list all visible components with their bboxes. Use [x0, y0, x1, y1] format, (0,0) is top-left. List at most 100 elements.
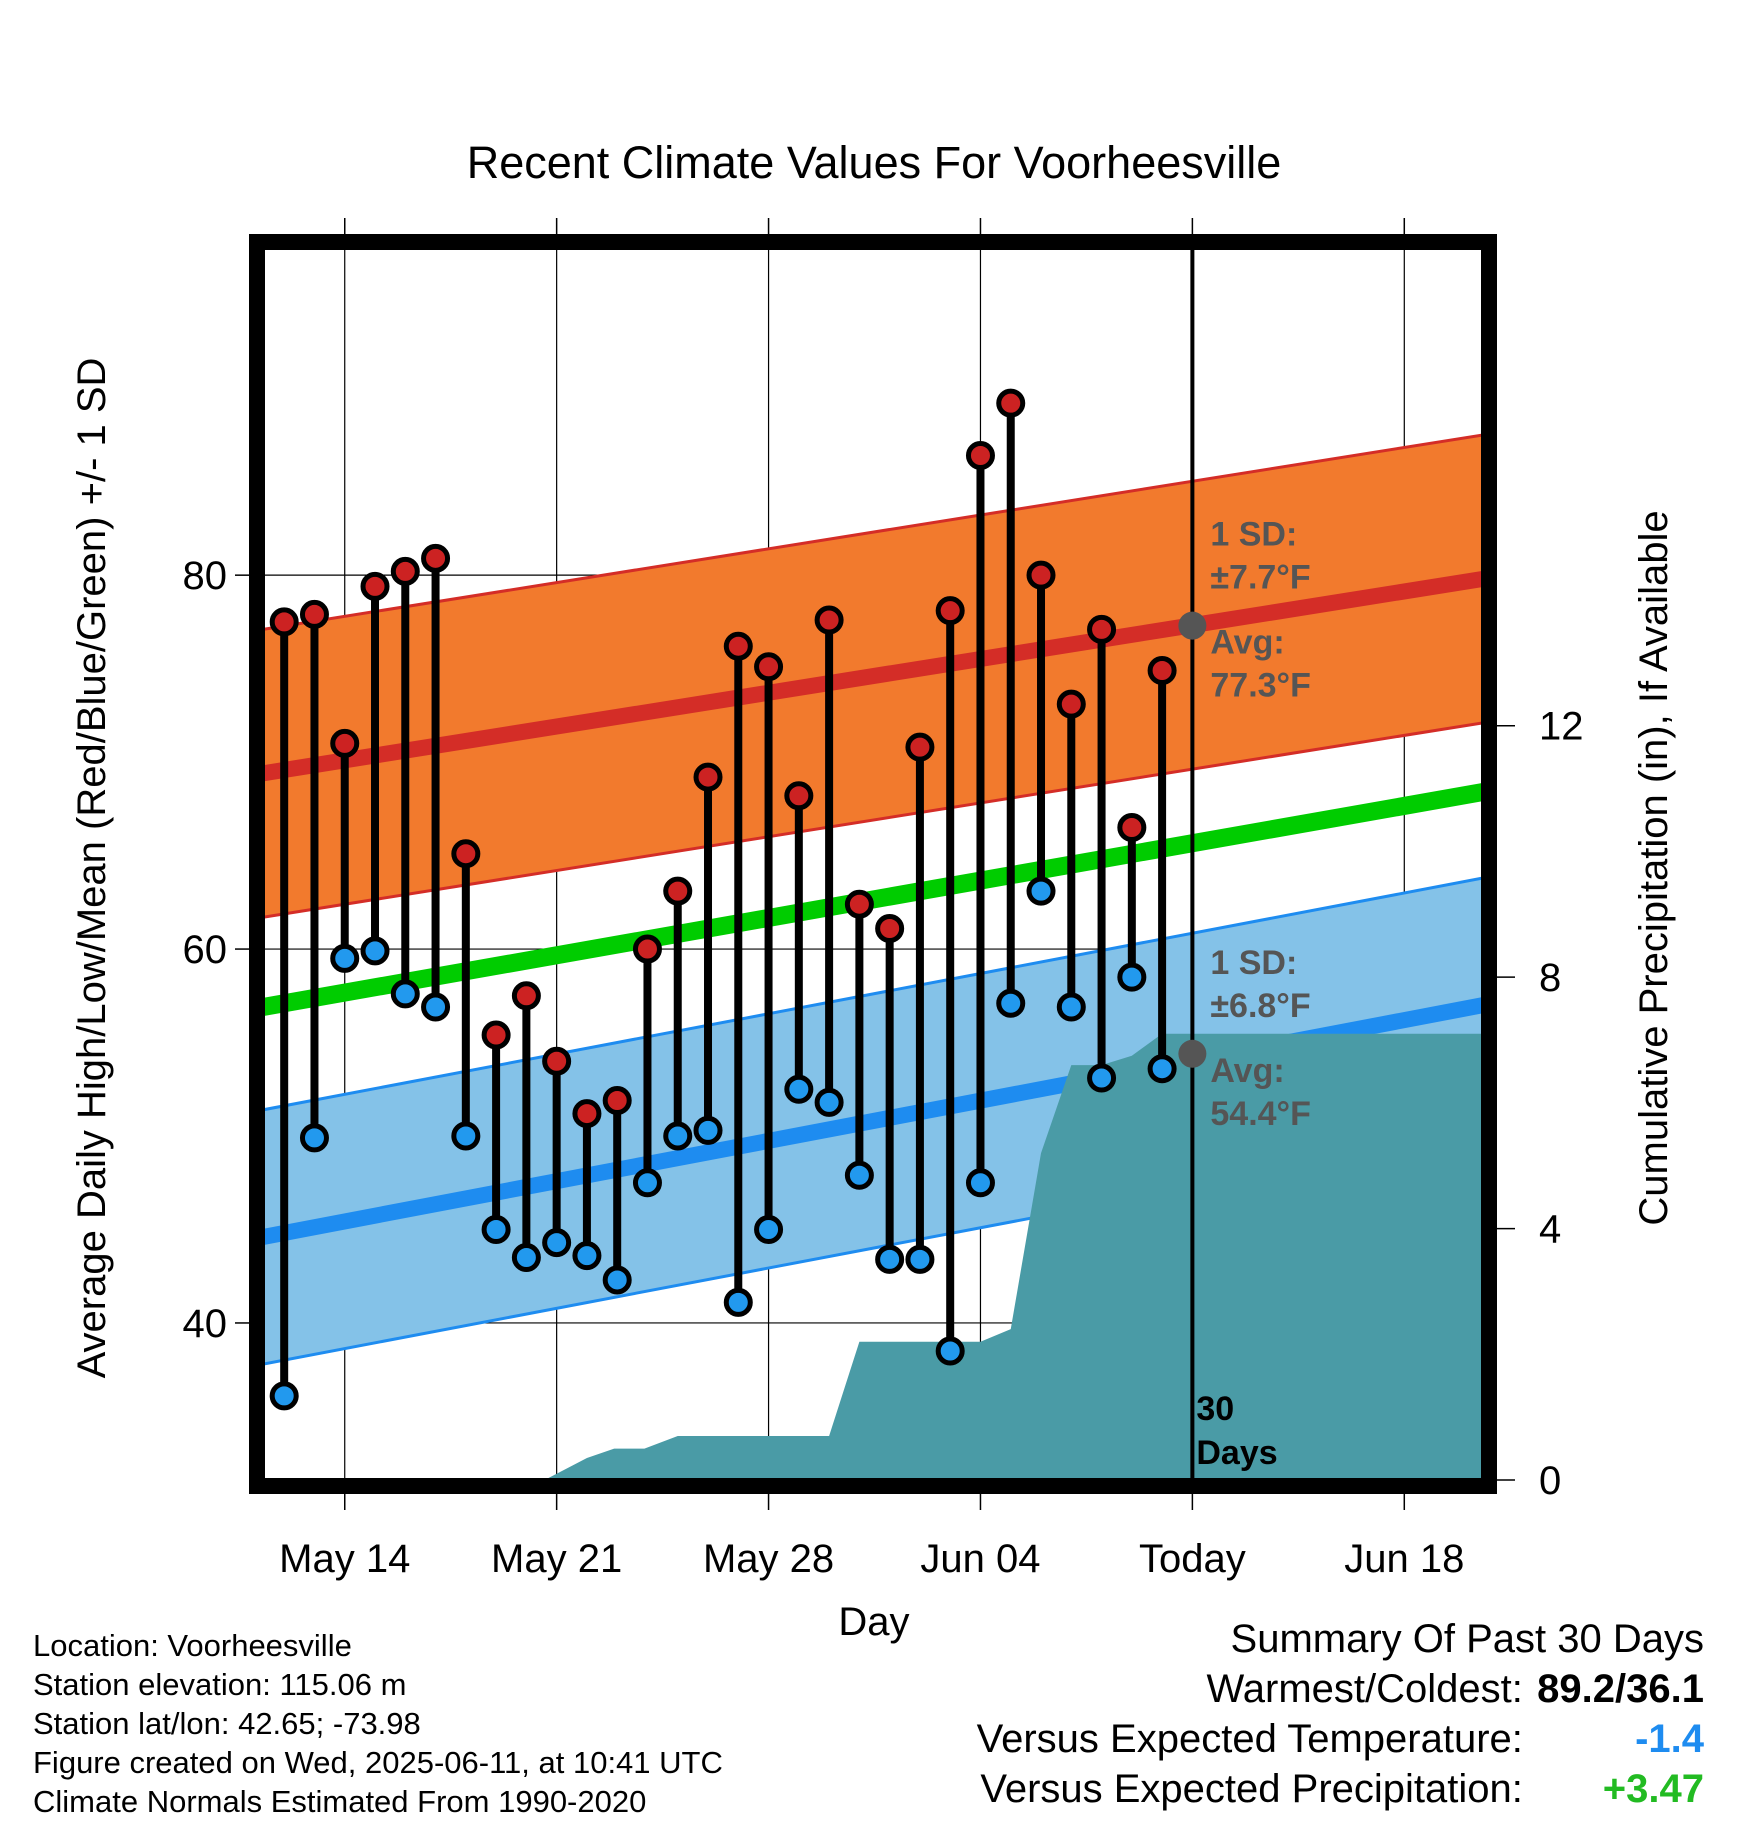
daily-high-marker [844, 889, 874, 919]
daily-low-marker [663, 1121, 693, 1151]
daily-high-marker [784, 781, 814, 811]
daily-high-marker [360, 571, 390, 601]
daily-high-marker [1117, 813, 1147, 843]
y-tick-label: 40 [183, 1302, 228, 1346]
normals-text: Climate Normals Estimated From 1990-2020 [33, 1784, 647, 1819]
daily-low-marker [996, 988, 1026, 1018]
y2-tick-label: 4 [1539, 1208, 1561, 1252]
low-avg-value: 54.4°F [1210, 1095, 1311, 1133]
daily-high-marker [602, 1085, 632, 1115]
daily-high-marker [754, 652, 784, 682]
daily-low-marker [299, 1123, 329, 1153]
daily-low-marker [511, 1243, 541, 1273]
plot-contents [263, 248, 1483, 1480]
y-tick-label: 60 [183, 928, 228, 972]
today-high-avg-marker [1178, 611, 1207, 640]
daily-low-marker [602, 1265, 632, 1295]
y-axis-label: Average Daily High/Low/Mean (Red/Blue/Gr… [70, 358, 114, 1379]
today-low-avg-marker [1178, 1039, 1207, 1068]
daily-high-marker [481, 1020, 511, 1050]
temp-departure-label: Versus Expected Temperature: [976, 1717, 1523, 1761]
y2-tick-label: 0 [1539, 1459, 1561, 1503]
low-sd-value: ±6.8°F [1210, 987, 1310, 1025]
daily-high-marker [421, 543, 451, 573]
summary-panel: Summary Of Past 30 Days Warmest/Coldest:… [977, 1614, 1704, 1814]
days-word-label: Days [1196, 1434, 1277, 1472]
normal-high-line [263, 571, 1483, 782]
daily-low-marker [1056, 992, 1086, 1022]
warmest-coldest-label: Warmest/Coldest: [1206, 1667, 1523, 1711]
daily-low-marker [421, 992, 451, 1022]
daily-low-marker [390, 979, 420, 1009]
daily-high-marker [390, 556, 420, 586]
daily-low-marker [935, 1336, 965, 1366]
station-info: Location: Voorheesville Station elevatio… [33, 1626, 723, 1821]
high-avg-label: Avg: [1210, 624, 1284, 662]
warmest-coldest-row: Warmest/Coldest: 89.2/36.1 [977, 1664, 1705, 1714]
daily-high-marker [905, 732, 935, 762]
low-avg-label: Avg: [1210, 1052, 1284, 1090]
high-avg-value: 77.3°F [1210, 667, 1311, 705]
y2-tick-label: 8 [1539, 956, 1561, 1000]
daily-low-marker [965, 1168, 995, 1198]
daily-low-marker [481, 1214, 511, 1244]
daily-high-marker [935, 596, 965, 626]
latlon-text: Station lat/lon: 42.65; -73.98 [33, 1706, 421, 1741]
daily-low-marker [451, 1121, 481, 1151]
daily-high-marker [663, 876, 693, 906]
chart-title: Recent Climate Values For Voorheesville [467, 137, 1282, 188]
daily-low-marker [269, 1381, 299, 1411]
daily-high-marker [965, 441, 995, 471]
daily-high-marker [632, 934, 662, 964]
daily-low-marker [1147, 1054, 1177, 1084]
y2-tick-label: 12 [1539, 705, 1584, 749]
daily-high-marker [330, 728, 360, 758]
daily-high-marker [542, 1046, 572, 1076]
y2-axis-label: Cumulative Precipitation (in), If Availa… [1632, 510, 1676, 1225]
daily-low-marker [784, 1074, 814, 1104]
precip-departure-value: +3.47 [1602, 1767, 1704, 1811]
high-sd-label: 1 SD: [1210, 516, 1297, 554]
daily-high-marker [1026, 560, 1056, 590]
plot-area: 1 SD: ±7.7°F Avg: 77.3°F 1 SD: ±6.8°F Avg: 54.4… [183, 218, 1584, 1581]
cumulative-precip-area [263, 1033, 1483, 1480]
daily-low-marker [632, 1168, 662, 1198]
daily-high-marker [1087, 614, 1117, 644]
x-tick-label: Jun 04 [920, 1537, 1040, 1581]
daily-low-marker [844, 1160, 874, 1190]
daily-high-marker [814, 605, 844, 635]
created-text: Figure created on Wed, 2025-06-11, at 10… [33, 1745, 723, 1780]
summary-title: Summary Of Past 30 Days [1230, 1617, 1704, 1661]
daily-high-marker [572, 1099, 602, 1129]
precip-departure-label: Versus Expected Precipitation: [980, 1767, 1523, 1811]
daily-high-marker [875, 913, 905, 943]
daily-high-marker [723, 631, 753, 661]
warmest-coldest-value: 89.2/36.1 [1537, 1667, 1704, 1711]
daily-high-marker [299, 599, 329, 629]
daily-low-marker [330, 943, 360, 973]
temp-departure-row: Versus Expected Temperature: -1.4 [977, 1714, 1704, 1764]
daily-low-marker [1026, 876, 1056, 906]
daily-low-marker [875, 1244, 905, 1274]
elevation-text: Station elevation: 115.06 m [33, 1667, 407, 1702]
x-tick-label: May 21 [491, 1537, 622, 1581]
x-axis-label: Day [838, 1600, 909, 1644]
daily-low-marker [754, 1214, 784, 1244]
days-count-label: 30 [1196, 1390, 1234, 1428]
low-sd-label: 1 SD: [1210, 944, 1297, 982]
daily-high-marker [693, 762, 723, 792]
x-tick-label: Jun 18 [1344, 1537, 1464, 1581]
temp-departure-value: -1.4 [1635, 1717, 1704, 1761]
daily-high-marker [1147, 656, 1177, 686]
daily-low-marker [814, 1087, 844, 1117]
daily-high-marker [511, 981, 541, 1011]
normal-high-upper-sd-line [263, 433, 1483, 631]
daily-high-marker [269, 607, 299, 637]
daily-high-marker [1056, 689, 1086, 719]
daily-low-marker [723, 1287, 753, 1317]
daily-low-marker [1087, 1063, 1117, 1093]
x-tick-label: May 28 [703, 1537, 834, 1581]
x-tick-label: May 14 [279, 1537, 410, 1581]
location-text: Location: Voorheesville [33, 1628, 352, 1663]
